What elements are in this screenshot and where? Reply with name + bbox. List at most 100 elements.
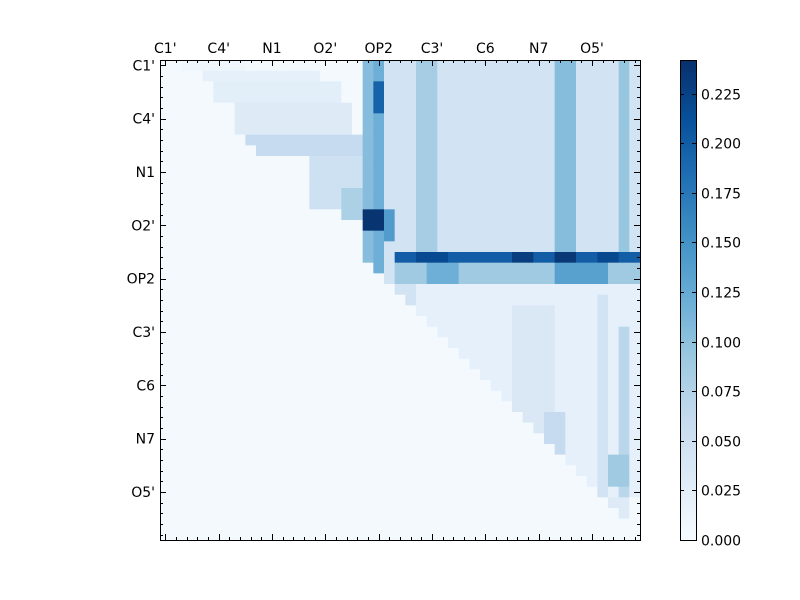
heatmap-cell bbox=[352, 188, 364, 200]
heatmap-cell bbox=[394, 305, 406, 317]
heatmap-cell bbox=[373, 60, 385, 72]
heatmap-cell bbox=[608, 497, 620, 509]
heatmap-cell bbox=[224, 60, 236, 72]
heatmap-cell bbox=[298, 380, 310, 392]
heatmap-cell bbox=[437, 348, 449, 360]
heatmap-cell bbox=[405, 294, 417, 306]
heatmap-cell bbox=[309, 454, 321, 466]
heatmap-cell bbox=[426, 508, 438, 520]
heatmap-cell bbox=[256, 326, 268, 338]
heatmap-cell bbox=[501, 156, 513, 168]
heatmap-cell bbox=[224, 529, 236, 541]
heatmap-cell bbox=[416, 358, 428, 370]
heatmap-cell bbox=[490, 102, 502, 114]
heatmap-cell bbox=[533, 433, 545, 445]
heatmap-cell bbox=[437, 422, 449, 434]
heatmap-cell bbox=[405, 454, 417, 466]
heatmap-cell bbox=[202, 273, 214, 285]
heatmap-cell bbox=[608, 70, 620, 82]
heatmap-cell bbox=[469, 337, 481, 349]
heatmap-cell bbox=[362, 113, 374, 125]
heatmap-cell bbox=[320, 486, 332, 498]
heatmap-cell bbox=[501, 102, 513, 114]
heatmap-cell bbox=[480, 134, 492, 146]
heatmap-cell bbox=[309, 284, 321, 296]
heatmap-cell bbox=[448, 252, 460, 264]
heatmap-cell bbox=[256, 518, 268, 530]
heatmap-cell bbox=[181, 486, 193, 498]
heatmap-cell bbox=[448, 518, 460, 530]
heatmap-cell bbox=[330, 145, 342, 157]
heatmap-cell bbox=[416, 348, 428, 360]
heatmap-cell bbox=[512, 92, 524, 104]
heatmap-cell bbox=[512, 454, 524, 466]
heatmap-cell bbox=[192, 422, 204, 434]
heatmap-cell bbox=[426, 102, 438, 114]
heatmap-cell bbox=[565, 465, 577, 477]
heatmap-cell bbox=[277, 476, 289, 488]
heatmap-cell bbox=[266, 497, 278, 509]
heatmap-cell bbox=[213, 486, 225, 498]
heatmap-cell bbox=[544, 508, 556, 520]
heatmap-cell bbox=[192, 241, 204, 253]
heatmap-cell bbox=[597, 188, 609, 200]
heatmap-cell bbox=[576, 209, 588, 221]
heatmap-cell bbox=[330, 518, 342, 530]
heatmap-cell bbox=[565, 92, 577, 104]
heatmap-cell bbox=[554, 70, 566, 82]
heatmap-cell bbox=[618, 273, 630, 285]
heatmap-cell bbox=[608, 220, 620, 232]
heatmap-cell bbox=[554, 433, 566, 445]
heatmap-cells bbox=[160, 60, 641, 541]
heatmap-cell bbox=[224, 230, 236, 242]
heatmap-cell bbox=[192, 262, 204, 274]
heatmap-cell bbox=[160, 177, 172, 189]
heatmap-cell bbox=[416, 60, 428, 72]
heatmap-cell bbox=[458, 529, 470, 541]
heatmap-cell bbox=[309, 156, 321, 168]
heatmap-cell bbox=[533, 380, 545, 392]
heatmap-cell bbox=[234, 124, 246, 136]
heatmap-cell bbox=[576, 305, 588, 317]
heatmap-cell bbox=[309, 70, 321, 82]
heatmap-cell bbox=[192, 390, 204, 402]
heatmap-cell bbox=[362, 188, 374, 200]
heatmap-cell bbox=[192, 209, 204, 221]
heatmap-cell bbox=[330, 102, 342, 114]
heatmap-cell bbox=[448, 433, 460, 445]
heatmap-cell bbox=[416, 70, 428, 82]
heatmap-cell bbox=[394, 230, 406, 242]
heatmap-cell bbox=[256, 486, 268, 498]
heatmap-cell bbox=[341, 113, 353, 125]
heatmap-cell bbox=[266, 198, 278, 210]
heatmap-cell bbox=[544, 209, 556, 221]
heatmap-cell bbox=[192, 358, 204, 370]
heatmap-cell bbox=[405, 156, 417, 168]
heatmap-cell bbox=[192, 444, 204, 456]
heatmap-cell bbox=[554, 358, 566, 370]
heatmap-cell bbox=[256, 305, 268, 317]
heatmap-cell bbox=[170, 124, 182, 136]
heatmap-cell bbox=[480, 401, 492, 413]
heatmap-cell bbox=[394, 326, 406, 338]
heatmap-cell bbox=[160, 188, 172, 200]
heatmap-cell bbox=[341, 134, 353, 146]
heatmap-cell bbox=[480, 198, 492, 210]
heatmap-cell bbox=[320, 70, 332, 82]
heatmap-cell bbox=[181, 476, 193, 488]
heatmap-cell bbox=[266, 145, 278, 157]
heatmap-cell bbox=[256, 476, 268, 488]
heatmap-cell bbox=[160, 70, 172, 82]
heatmap-cell bbox=[213, 113, 225, 125]
heatmap-cell bbox=[213, 444, 225, 456]
heatmap-cell bbox=[522, 252, 534, 264]
heatmap-cell bbox=[597, 220, 609, 232]
heatmap-cell bbox=[490, 230, 502, 242]
heatmap-cell bbox=[544, 198, 556, 210]
heatmap-cell bbox=[576, 102, 588, 114]
heatmap-cell bbox=[416, 369, 428, 381]
heatmap-cell bbox=[522, 124, 534, 136]
heatmap-cell bbox=[277, 273, 289, 285]
heatmap-cell bbox=[298, 113, 310, 125]
heatmap-cell bbox=[448, 262, 460, 274]
